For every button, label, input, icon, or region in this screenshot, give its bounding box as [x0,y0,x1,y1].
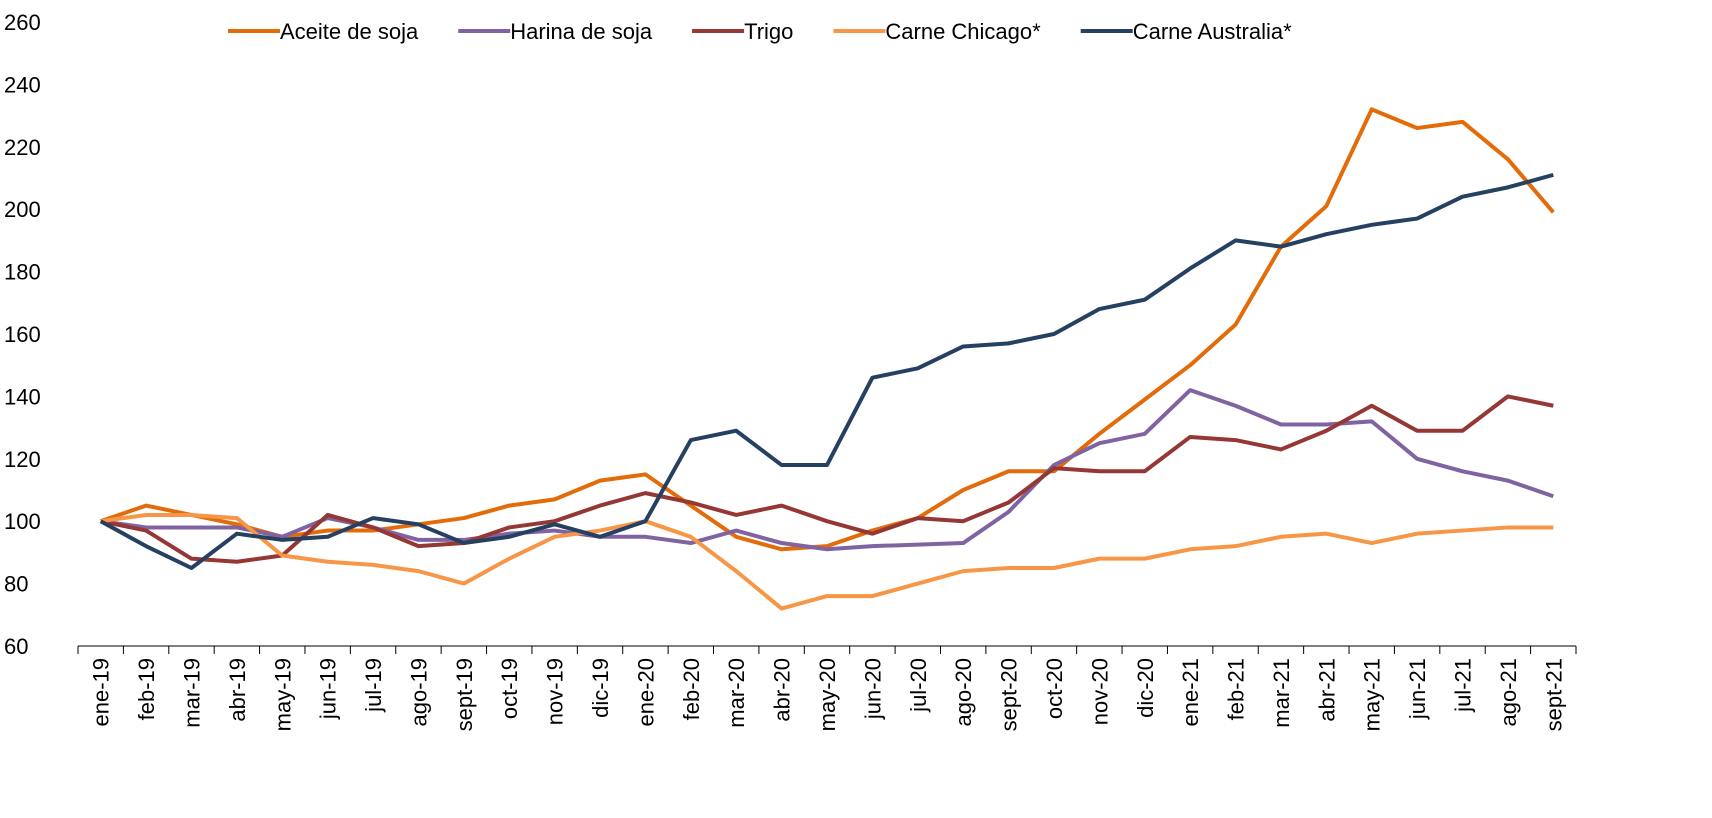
x-tick-label: jun-21 [1405,658,1430,720]
y-tick-label: 160 [4,322,41,347]
x-tick-label: ene-19 [89,658,114,727]
series-line [100,512,1554,611]
x-tick-label: feb-19 [134,658,159,720]
x-tick-label: sept-19 [452,658,477,731]
x-tick-label: abr-21 [1314,658,1339,722]
x-tick-label: sept-20 [997,658,1022,731]
y-tick-label: 100 [4,509,41,534]
x-tick-label: feb-21 [1224,658,1249,720]
y-tick-label: 180 [4,260,41,285]
x-tick-label: abr-19 [225,658,250,722]
x-tick-label: sept-21 [1541,658,1566,731]
legend-label: Aceite de soja [280,19,419,44]
legend: Aceite de soja Harina de soja Trigo Carne C… [228,19,1292,44]
x-tick-label: nov-19 [543,658,568,725]
x-tick-label: mar-19 [179,658,204,728]
x-tick-label: ago-19 [406,658,431,727]
y-tick-label: 220 [4,135,41,160]
y-tick-label: 120 [4,447,41,472]
y-tick-label: 80 [4,572,28,597]
x-tick-label: mar-20 [724,658,749,728]
y-tick-label: 240 [4,72,41,97]
x-tick-label: feb-20 [679,658,704,720]
x-tick-label: ene-20 [633,658,658,727]
x-tick-label: jun-20 [860,658,885,720]
x-tick-label: ago-21 [1496,658,1521,727]
x-tick-label: jul-21 [1451,658,1476,713]
series-line [100,107,1555,552]
series-line [100,394,1554,564]
x-tick-label: jun-19 [316,658,341,720]
x-tick-label: ago-20 [951,658,976,727]
x-tick-label: may-21 [1360,658,1385,731]
series-line [100,388,1554,552]
x-tick-label: ene-21 [1178,658,1203,727]
y-tick-label: 260 [4,10,41,35]
x-tick-label: jul-19 [361,658,386,713]
y-tick-label: 140 [4,384,41,409]
x-tick-label: may-19 [270,658,295,731]
x-tick-label: oct-20 [1042,658,1067,719]
x-tick-label: dic-20 [1133,658,1158,718]
series-line [99,172,1554,570]
y-tick-label: 60 [4,634,28,659]
x-tick-label: mar-21 [1269,658,1294,728]
x-tick-label: may-20 [815,658,840,731]
legend-label: Harina de soja [510,19,653,44]
x-tick-label: oct-19 [497,658,522,719]
x-tick-label: jul-20 [906,658,931,713]
legend-label: Trigo [744,19,793,44]
x-tick-label: abr-20 [770,658,795,722]
x-tick-label: dic-19 [588,658,613,718]
legend-label: Carne Chicago* [885,19,1041,44]
y-tick-label: 200 [4,197,41,222]
x-tick-label: nov-20 [1087,658,1112,725]
legend-label: Carne Australia* [1133,19,1292,44]
